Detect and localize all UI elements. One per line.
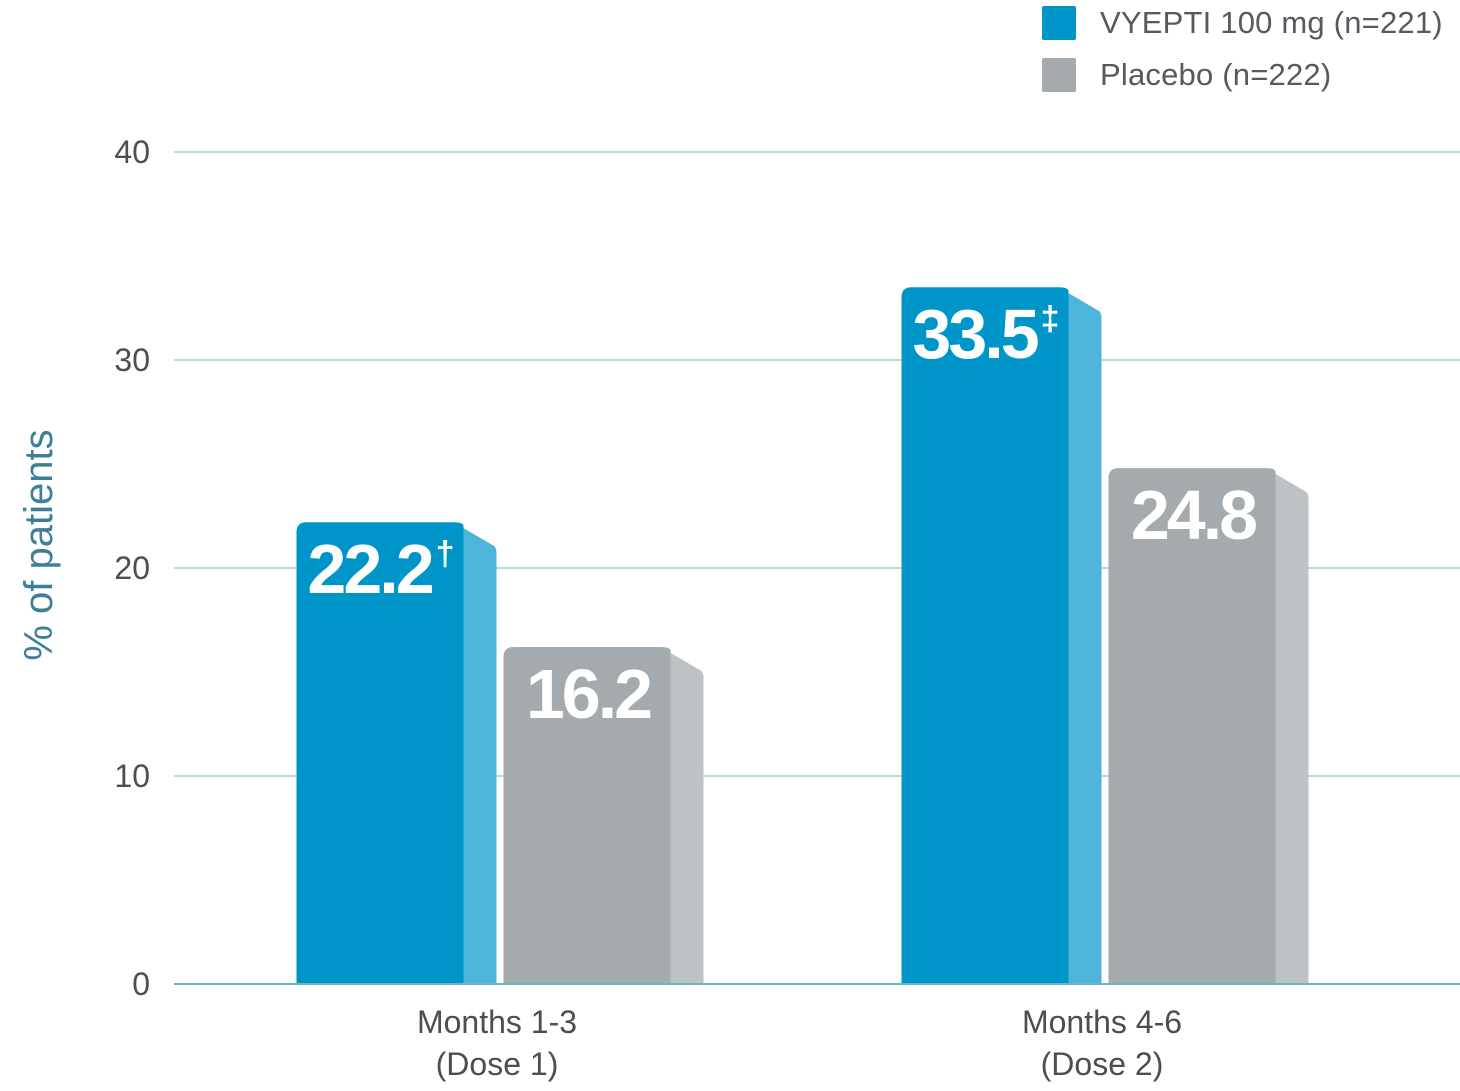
legend-item-placebo: Placebo (n=222) [1042, 57, 1331, 93]
placebo-bar-2 [1108, 468, 1276, 984]
placebo-bar-1-side [660, 647, 704, 984]
placebo-bar-1 [503, 647, 671, 984]
legend-label-vyepti: VYEPTI 100 mg (n=221) [1100, 5, 1443, 40]
y-tick-label: 40 [114, 134, 150, 170]
y-tick-label: 10 [114, 758, 150, 794]
y-tick-label: 30 [114, 342, 150, 378]
labels: 22.2 † 16.2 33.5 ‡ 24.8 [307, 295, 1259, 733]
x-category-label: (Dose 2) [1041, 1046, 1164, 1082]
legend-swatch-vyepti [1042, 6, 1076, 40]
legend-label-placebo: Placebo (n=222) [1100, 57, 1332, 92]
legend-swatch-placebo [1042, 58, 1076, 92]
y-tick-label: 0 [132, 966, 150, 1002]
vyepti-bar-2-side [1058, 287, 1102, 984]
x-category-label: Months 1-3 [417, 1004, 577, 1040]
vyepti-bar-1-value-label: 22.2 † [307, 530, 454, 608]
bars [296, 287, 1309, 984]
vyepti-bar-2-footnote-mark: ‡ [1041, 300, 1060, 338]
vyepti-bar-2 [901, 287, 1069, 984]
placebo-bar-2-value-label: 24.8 [1131, 476, 1256, 554]
vyepti-bar-1-footnote-mark: † [436, 535, 455, 573]
placebo-bar-2-side [1265, 468, 1309, 984]
vyepti-bar-1-side [453, 522, 497, 984]
legend: VYEPTI 100 mg (n=221) Placebo (n=222) [1042, 0, 1460, 100]
legend-item-vyepti: VYEPTI 100 mg (n=221) [1042, 5, 1443, 41]
vyepti-bar-1 [296, 522, 464, 984]
x-category-label: (Dose 1) [436, 1046, 559, 1082]
y-axis-title: % of patients [17, 429, 61, 660]
vyepti-bar-2-value-label: 33.5 ‡ [912, 295, 1059, 373]
placebo-bar-1-value-label: 16.2 [526, 655, 651, 733]
axes: 0 10 20 30 40 % of patients Months 1-3 (Dose 1)… [17, 134, 1460, 1082]
y-tick-label: 20 [114, 550, 150, 586]
x-category-label: Months 4-6 [1022, 1004, 1182, 1040]
